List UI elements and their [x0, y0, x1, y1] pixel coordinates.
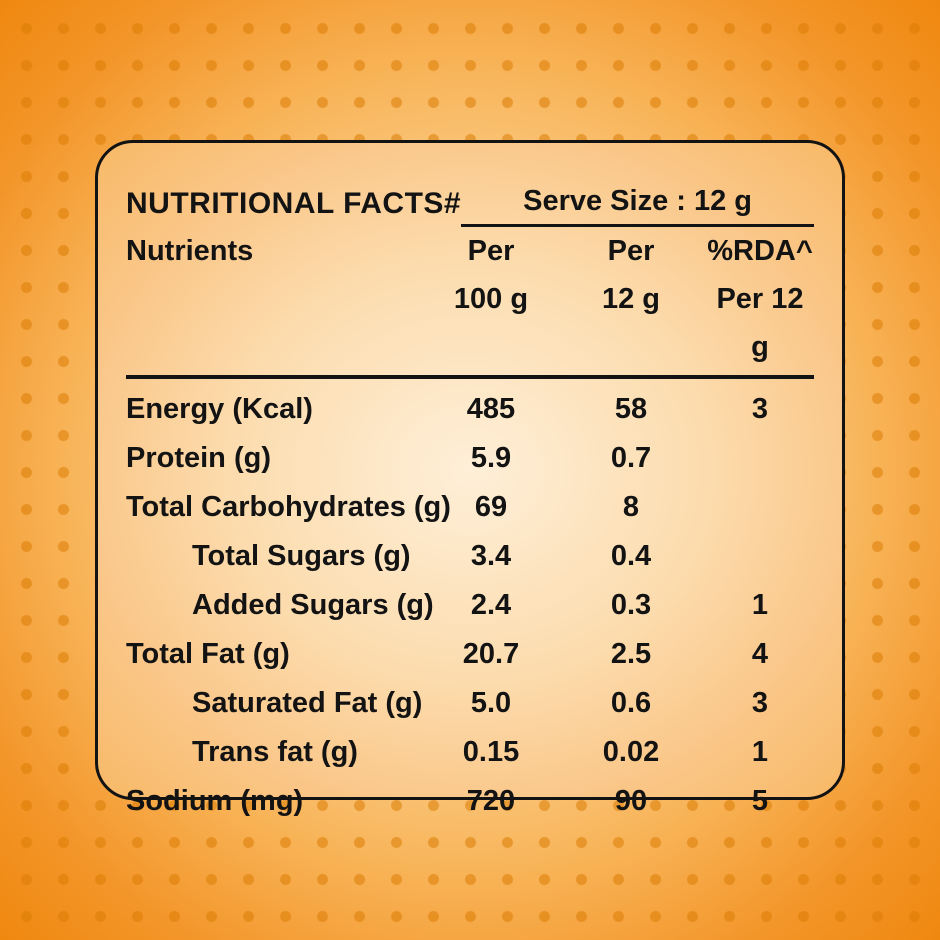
- table-header: Nutrients Per 100 g Per 12 g %RDA^ Per 1…: [126, 227, 814, 371]
- value-per-12g: 0.6: [610, 687, 652, 719]
- value-rda: [706, 532, 814, 581]
- table-row: Total Fat (g) 20.7 2.5 4: [126, 630, 814, 679]
- nutrient-name: Trans fat (g): [192, 736, 358, 768]
- header-rda: %RDA^ Per 12 g: [707, 235, 813, 363]
- header-divider: [126, 375, 814, 379]
- nutrient-name: Total Sugars (g): [192, 540, 411, 572]
- value-per-100g: 2.4: [470, 589, 512, 621]
- value-per-100g: 69: [474, 491, 508, 523]
- value-rda: 4: [751, 638, 769, 670]
- value-rda: 5: [751, 785, 769, 817]
- value-rda: [706, 434, 814, 483]
- nutrient-name: Sodium (mg): [126, 785, 304, 817]
- table-row: Energy (Kcal) 485 58 3: [126, 385, 814, 434]
- value-per-100g: 485: [466, 393, 516, 425]
- panel-title: NUTRITIONAL FACTS#: [126, 187, 462, 220]
- header-nutrients: Nutrients: [126, 235, 254, 267]
- value-per-12g: 0.3: [610, 589, 652, 621]
- value-per-12g: 2.5: [610, 638, 652, 670]
- nutrition-facts-panel: NUTRITIONAL FACTS# Serve Size : 12 g Nut…: [95, 140, 845, 817]
- nutrient-name: Added Sugars (g): [192, 589, 434, 621]
- panel-title-row: NUTRITIONAL FACTS# Serve Size : 12 g: [126, 185, 814, 227]
- value-per-100g: 0.15: [462, 736, 520, 768]
- value-per-100g: 720: [466, 785, 516, 817]
- table-row: Total Carbohydrates (g) 69 8: [126, 483, 814, 532]
- header-per-100g: Per 100 g: [453, 235, 529, 315]
- nutrient-name: Total Fat (g): [126, 638, 290, 670]
- value-per-100g: 20.7: [462, 638, 520, 670]
- value-rda: [706, 483, 814, 532]
- header-per-12g: Per 12 g: [601, 235, 661, 315]
- nutrient-name: Protein (g): [126, 442, 271, 474]
- value-rda: 1: [751, 736, 769, 768]
- value-rda: 3: [751, 393, 769, 425]
- value-per-12g: 0.7: [610, 442, 652, 474]
- table-row: Sodium (mg) 720 90 5: [126, 777, 814, 826]
- serve-size-text: Serve Size : 12 g: [461, 185, 814, 227]
- value-per-100g: 5.9: [470, 442, 512, 474]
- nutrient-name: Total Carbohydrates (g): [126, 491, 451, 523]
- table-row: Total Sugars (g) 3.4 0.4: [126, 532, 814, 581]
- value-rda: 1: [751, 589, 769, 621]
- table-row: Added Sugars (g) 2.4 0.3 1: [126, 581, 814, 630]
- value-rda: 3: [751, 687, 769, 719]
- value-per-12g: 90: [614, 785, 648, 817]
- value-per-100g: 3.4: [470, 540, 512, 572]
- value-per-12g: 8: [622, 491, 640, 523]
- table-row: Saturated Fat (g) 5.0 0.6 3: [126, 679, 814, 728]
- table-row: Protein (g) 5.9 0.7: [126, 434, 814, 483]
- table-row: Trans fat (g) 0.15 0.02 1: [126, 728, 814, 777]
- value-per-12g: 0.02: [602, 736, 660, 768]
- nutrient-name: Saturated Fat (g): [192, 687, 423, 719]
- value-per-12g: 58: [614, 393, 648, 425]
- value-per-100g: 5.0: [470, 687, 512, 719]
- value-per-12g: 0.4: [610, 540, 652, 572]
- nutrient-name: Energy (Kcal): [126, 393, 313, 425]
